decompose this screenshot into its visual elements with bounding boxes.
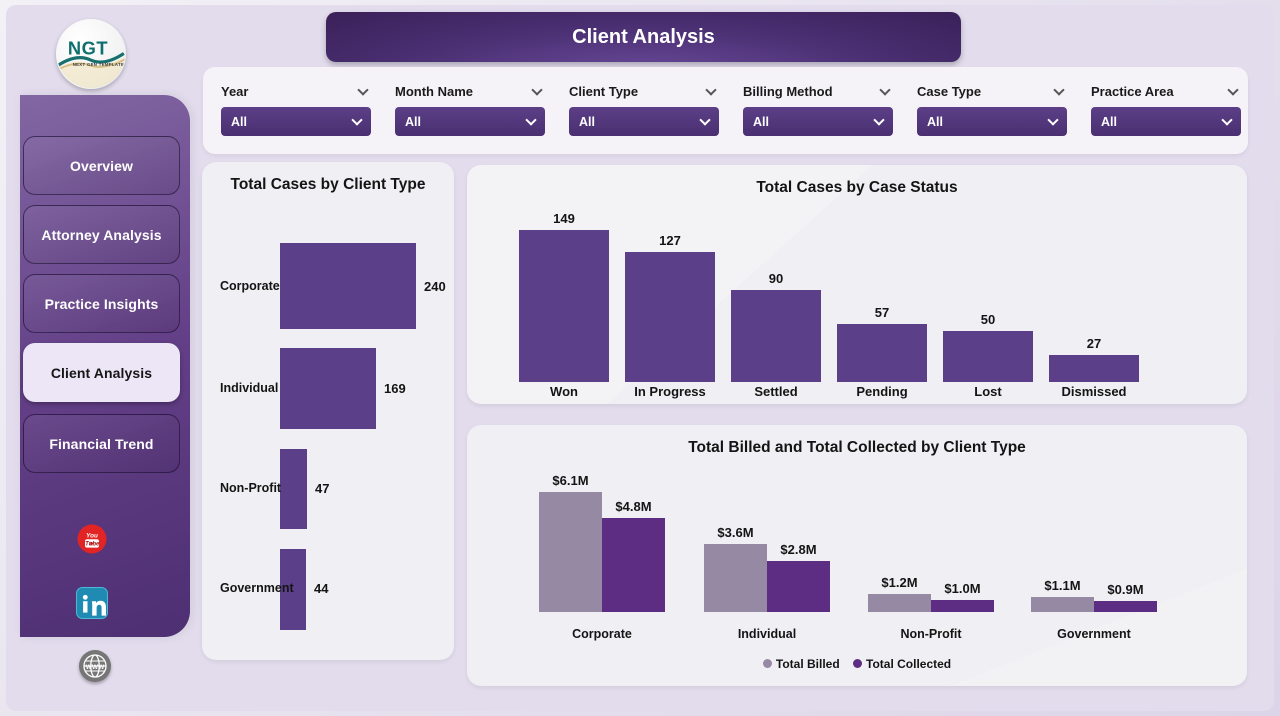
svg-text:NEXT GEN TEMPLATES: NEXT GEN TEMPLATES	[73, 62, 126, 67]
svg-text:Tube: Tube	[85, 541, 100, 547]
svg-text:You: You	[86, 533, 98, 540]
svg-text:NGT: NGT	[68, 38, 108, 59]
svg-text:WWW: WWW	[86, 664, 105, 671]
